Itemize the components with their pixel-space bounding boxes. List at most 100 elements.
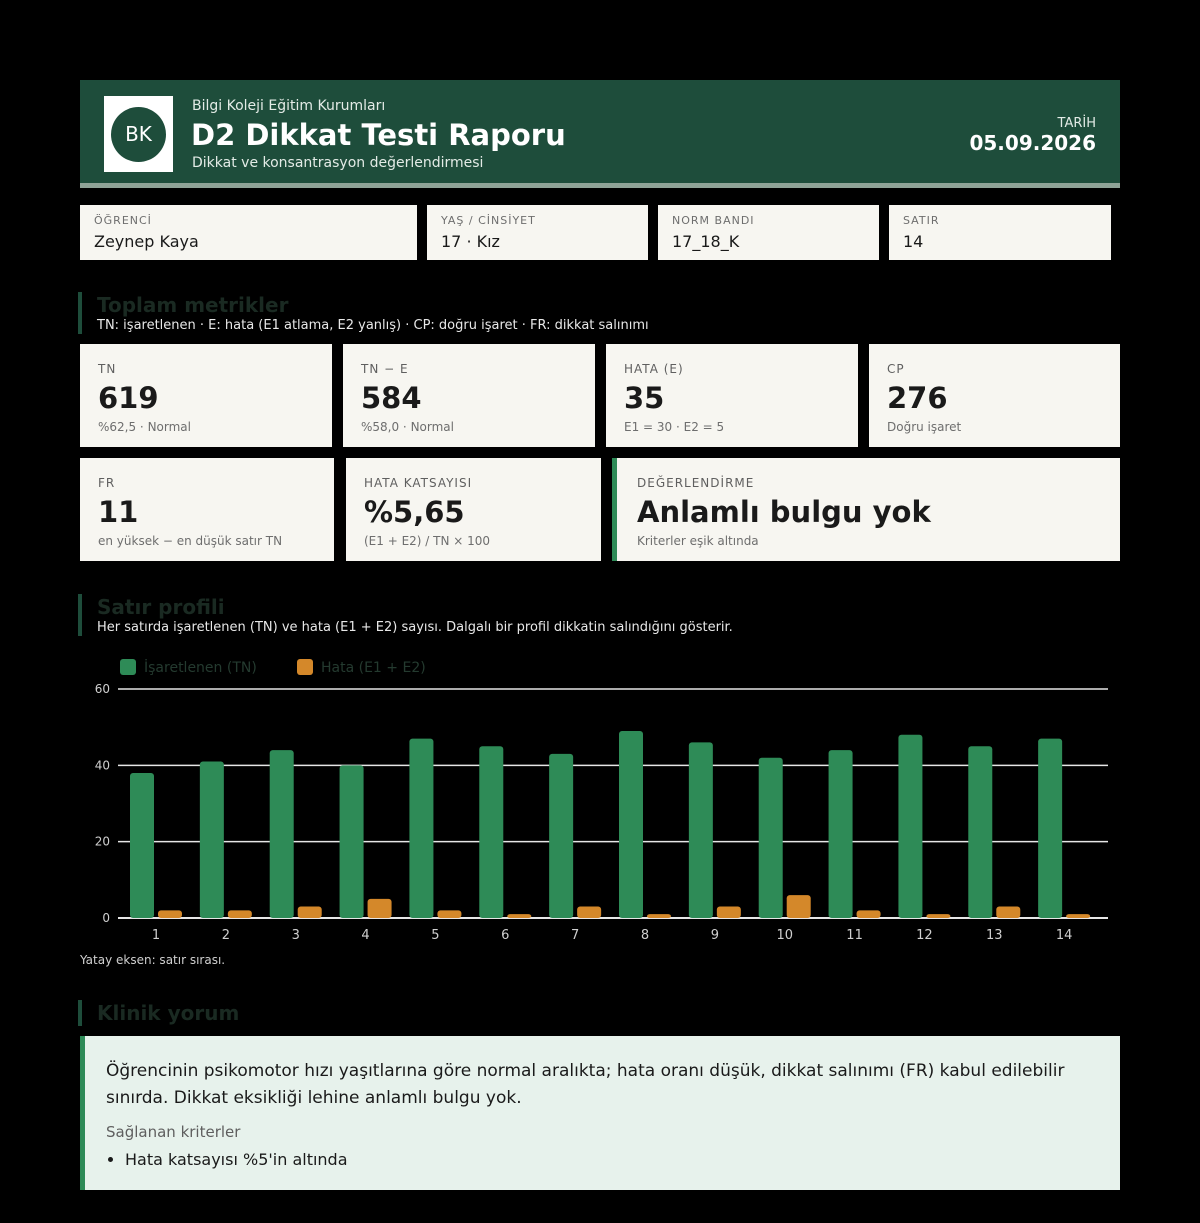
metric-note: %58,0 · Normal [361, 420, 454, 434]
metric-label: DEĞERLENDİRME [637, 476, 755, 490]
y-tick-label: 60 [95, 682, 110, 696]
metric-value: 276 [887, 381, 948, 415]
info-norm-band: NORM BANDI 17_18_K [658, 205, 879, 260]
x-tick-label: 7 [571, 928, 579, 943]
comment-section-header: Klinik yorum [78, 1000, 239, 1026]
legend-item-tn: İşaretlenen (TN) [120, 659, 257, 676]
bar-tn [479, 746, 504, 918]
metric-value: %5,65 [364, 495, 465, 529]
legend-swatch [297, 659, 313, 675]
metric-card-error-coefficient: HATA KATSAYISI %5,65 (E1 + E2) / TN × 10… [346, 458, 601, 561]
report-subtitle: Dikkat ve konsantrasyon değerlendirmesi [192, 155, 484, 171]
axis-note: Yatay eksen: satır sırası. [80, 953, 226, 967]
bar-tn [758, 757, 783, 918]
bar-errors [1066, 914, 1091, 918]
bar-tn [130, 772, 154, 918]
metric-card-errors: HATA (E) 35 E1 = 30 · E2 = 5 [606, 344, 858, 447]
section-subtitle: TN: işaretlenen · E: hata (E1 atlama, E2… [97, 318, 649, 333]
metric-note: (E1 + E2) / TN × 100 [364, 534, 491, 548]
metric-label: FR [98, 476, 116, 490]
bar-tn [828, 750, 853, 918]
section-title: Toplam metrikler [97, 293, 289, 317]
metrics-section-header: Toplam metrikler TN: işaretlenen · E: ha… [78, 292, 649, 334]
bar-errors [227, 910, 252, 918]
profile-section-header: Satır profili Her satırda işaretlenen (T… [78, 594, 733, 636]
comment-text: Öğrencinin psikomotor hızı yaşıtlarına g… [106, 1061, 1065, 1108]
logo-initials: BK [111, 107, 166, 162]
bar-tn [898, 734, 923, 918]
x-tick-label: 6 [501, 928, 509, 943]
clinical-comment-box: Öğrencinin psikomotor hızı yaşıtlarına g… [80, 1036, 1120, 1190]
metric-card-assessment: DEĞERLENDİRME Anlamlı bulgu yok Kriterle… [612, 458, 1120, 561]
info-value: 17_18_K [672, 232, 740, 251]
metric-note: Doğru işaret [887, 420, 962, 434]
y-tick-label: 40 [95, 758, 110, 772]
section-title: Klinik yorum [97, 1001, 240, 1025]
date-value: 05.09.2026 [969, 131, 1096, 155]
x-tick-label: 12 [916, 928, 933, 943]
metric-note: Kriterler eşik altında [637, 534, 759, 548]
legend-label: İşaretlenen (TN) [144, 660, 257, 676]
bar-tn [549, 753, 574, 918]
bar-tn [1038, 738, 1063, 918]
info-label: ÖĞRENCİ [94, 214, 152, 227]
bar-errors [297, 906, 322, 918]
metric-card-tn: TN 619 %62,5 · Normal [80, 344, 332, 447]
info-value: Zeynep Kaya [94, 232, 199, 251]
metric-value: 35 [624, 381, 665, 415]
legend-swatch [120, 659, 136, 675]
x-tick-label: 4 [361, 928, 369, 943]
bar-errors [926, 914, 951, 918]
date-label: TARİH [1057, 116, 1096, 131]
x-tick-label: 1 [152, 928, 160, 943]
metric-card-cp: CP 276 Doğru işaret [869, 344, 1120, 447]
report-header: BK Bilgi Koleji Eğitim Kurumları D2 Dikk… [80, 80, 1120, 188]
metric-note: E1 = 30 · E2 = 5 [624, 420, 725, 434]
bar-errors [577, 906, 602, 918]
metric-label: TN [98, 362, 117, 376]
x-tick-label: 13 [986, 928, 1003, 943]
x-tick-label: 11 [846, 928, 863, 943]
metric-label: TN − E [361, 362, 409, 376]
bar-tn [409, 738, 434, 918]
bar-errors [158, 910, 182, 918]
bar-tn [339, 765, 364, 918]
info-value: 17 · Kız [441, 232, 500, 251]
legend-label: Hata (E1 + E2) [321, 660, 426, 676]
metric-label: HATA (E) [624, 362, 684, 376]
x-tick-label: 3 [292, 928, 300, 943]
bar-tn [688, 742, 713, 918]
y-tick-label: 20 [95, 835, 110, 849]
info-student: ÖĞRENCİ Zeynep Kaya [80, 205, 417, 260]
section-subtitle: Her satırda işaretlenen (TN) ve hata (E1… [97, 620, 733, 635]
section-title: Satır profili [97, 595, 225, 619]
bar-tn [269, 750, 294, 918]
legend-item-errors: Hata (E1 + E2) [297, 659, 426, 676]
bar-errors [856, 910, 881, 918]
organization-name: Bilgi Koleji Eğitim Kurumları [192, 98, 386, 114]
bar-errors [716, 906, 741, 918]
metric-label: CP [887, 362, 905, 376]
x-tick-label: 2 [222, 928, 230, 943]
metric-card-fr: FR 11 en yüksek − en düşük satır TN [80, 458, 334, 561]
bar-errors [996, 906, 1021, 918]
metric-value: Anlamlı bulgu yok [637, 495, 931, 529]
criteria-list: Hata katsayısı %5'in altında [106, 1147, 1096, 1173]
metric-note: en yüksek − en düşük satır TN [98, 534, 283, 548]
bar-errors [786, 895, 811, 918]
x-tick-label: 10 [776, 928, 793, 943]
criteria-item: Hata katsayısı %5'in altında [125, 1147, 1096, 1173]
info-label: YAŞ / CİNSİYET [441, 214, 536, 227]
info-age-gender: YAŞ / CİNSİYET 17 · Kız [427, 205, 648, 260]
bar-tn [199, 761, 224, 918]
bar-errors [507, 914, 532, 918]
metric-card-tn-e: TN − E 584 %58,0 · Normal [343, 344, 595, 447]
x-tick-label: 8 [641, 928, 649, 943]
metric-value: 11 [98, 495, 139, 529]
bar-tn [619, 730, 643, 918]
report-title: D2 Dikkat Testi Raporu [191, 118, 566, 152]
x-tick-label: 14 [1056, 928, 1073, 943]
info-label: SATIR [903, 214, 940, 227]
metric-value: 584 [361, 381, 422, 415]
bar-errors [367, 898, 392, 918]
